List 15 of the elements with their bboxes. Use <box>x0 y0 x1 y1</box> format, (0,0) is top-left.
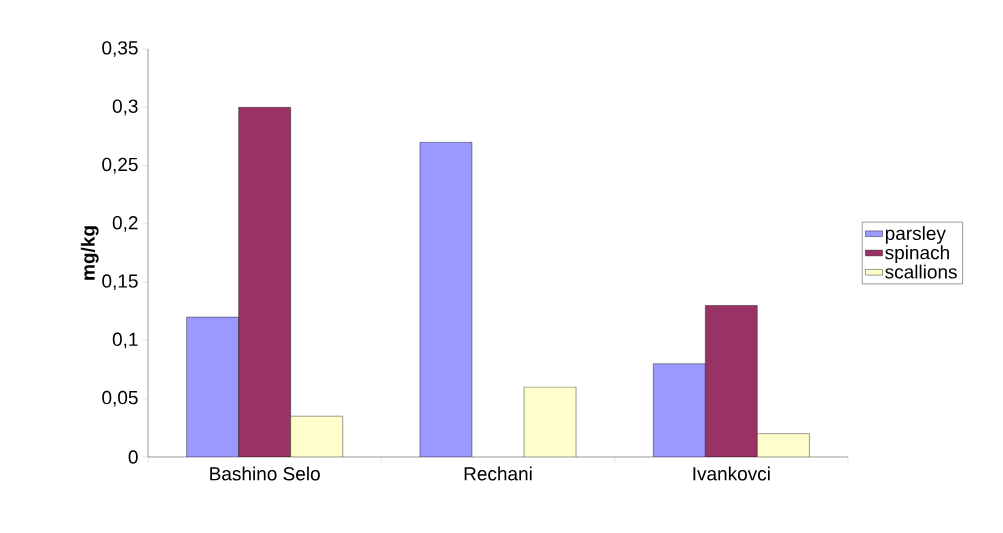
y-axis-title: mg/kg <box>80 226 99 280</box>
y-tick-label: 0,25 <box>102 157 138 174</box>
legend-label: parsley <box>885 226 946 244</box>
legend-label: scallions <box>885 264 957 279</box>
y-tick-label: 0,3 <box>112 99 138 116</box>
x-tick-label: Bashino Selo <box>210 466 320 481</box>
y-tick-label: 0 <box>128 450 138 464</box>
y-tick-label: 0,1 <box>112 332 138 349</box>
x-tick-label: Ivankovci <box>693 466 770 481</box>
y-tick-label: 0,15 <box>102 274 138 290</box>
legend-label: spinach <box>885 245 949 264</box>
x-tick-label: Rechani <box>464 466 532 481</box>
y-tick-label: 0,05 <box>102 390 138 407</box>
y-tick-label: 0,35 <box>102 41 138 57</box>
y-tick-label: 0,2 <box>112 216 138 232</box>
